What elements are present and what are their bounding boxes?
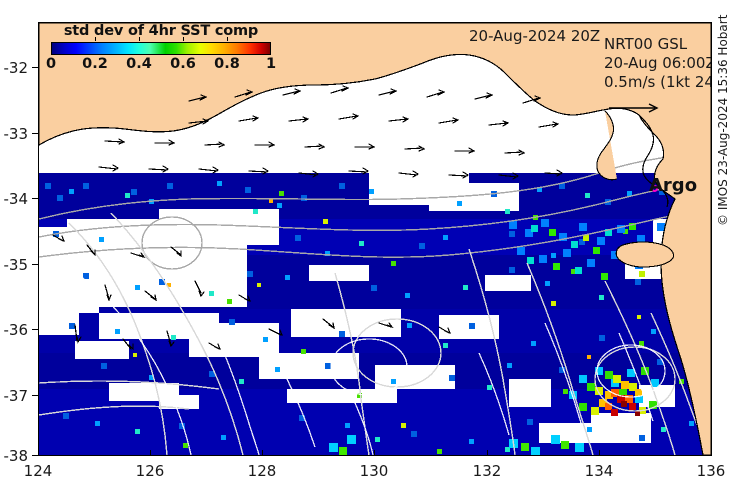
colorbar-tick-label: 0.8: [214, 56, 240, 72]
colorbar-tick: [95, 37, 96, 41]
argo-marker-icon: [651, 185, 658, 192]
colorbar-tick: [183, 37, 184, 41]
map-plot-area[interactable]: std dev of 4hr SST comp 0 0.2 0.4 0.6 0.…: [38, 22, 712, 456]
map-svg: [39, 23, 711, 455]
sst-stddev-field: [39, 163, 711, 455]
x-tick-label: 132: [472, 462, 502, 480]
x-tick-label: 124: [23, 462, 53, 480]
current-vectors: [52, 85, 564, 351]
y-tick-label: -32: [3, 59, 29, 77]
colorbar: std dev of 4hr SST comp 0 0.2 0.4 0.6 0.…: [45, 23, 277, 72]
colorbar-gradient: [51, 42, 271, 55]
model-info-box: NRT00 GSL 20-Aug 06:00Z 0.5m/s (1kt 24h): [604, 35, 712, 92]
x-tick-label: 134: [584, 462, 614, 480]
contour-overlay-white: [78, 274, 666, 455]
map-canvas: [39, 23, 711, 455]
colorbar-title: std dev of 4hr SST comp: [63, 23, 259, 39]
y-tick-label: -38: [3, 447, 29, 465]
colorbar-tick-label: 0.4: [126, 56, 152, 72]
y-tick-label: -33: [3, 125, 29, 143]
x-tick-label: 130: [359, 462, 389, 480]
y-tick-label: -34: [3, 190, 29, 208]
copyright-label: © IMOS 23-Aug-2024 15:36 Hobart: [716, 14, 730, 226]
model-name-label: NRT00 GSL: [604, 35, 688, 53]
vector-scale-label: 0.5m/s (1kt 24h): [604, 73, 711, 91]
contour-lines: [39, 152, 711, 270]
colorbar-tick: [227, 37, 228, 41]
y-tick-label: -36: [3, 321, 29, 339]
y-tick-label: -37: [3, 387, 29, 405]
x-tick-label: 136: [696, 462, 726, 480]
colorbar-tick-label: 0: [45, 56, 57, 72]
colorbar-tick-label: 1: [265, 56, 277, 72]
colorbar-tick: [139, 37, 140, 41]
colorbar-tick-label: 0.2: [82, 56, 108, 72]
vector-scale-arrow-icon: [609, 103, 659, 113]
contour-lines-light: [39, 212, 710, 455]
timestamp-label: 20-Aug-2024 20Z: [469, 27, 601, 45]
x-tick-label: 126: [135, 462, 165, 480]
argo-legend-label: Argo: [649, 175, 698, 196]
colorbar-tick-label: 0.6: [170, 56, 196, 72]
y-tick-label: -35: [3, 256, 29, 274]
model-time-label: 20-Aug 06:00Z: [604, 54, 712, 72]
x-tick-label: 128: [247, 462, 277, 480]
hotspot-high-stddev: [569, 367, 659, 416]
